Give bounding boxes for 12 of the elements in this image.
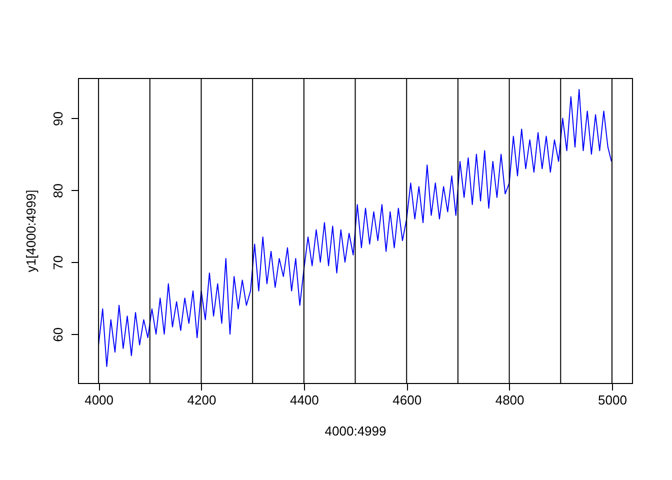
x-axis-title: 4000:4999 [324,424,386,438]
y-tick-label: 90 [50,112,66,126]
x-tick-label: 4600 [392,392,422,408]
x-tick-label: 4200 [187,392,216,408]
x-tick-label: 4800 [495,392,524,408]
y-tick-label: 80 [50,183,66,198]
x-tick-label: 4000 [84,392,114,408]
y-tick-label: 70 [50,255,66,270]
y-axis-title: y1[4000:4999] [24,190,38,272]
x-tick-label: 4400 [290,392,319,408]
x-tick-label: 5000 [598,392,627,408]
y-tick-label: 60 [50,327,66,342]
